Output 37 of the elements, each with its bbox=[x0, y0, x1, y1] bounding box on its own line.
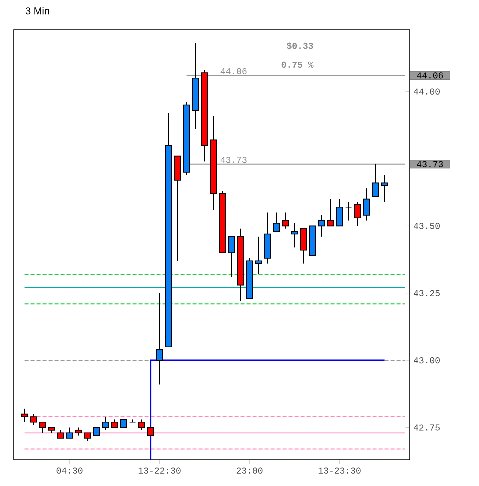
chart-title: 3 Min bbox=[26, 7, 50, 15]
annotation: $0.33 bbox=[287, 42, 314, 50]
candlestick bbox=[255, 236, 262, 275]
candlestick bbox=[30, 414, 38, 426]
candlestick bbox=[372, 164, 380, 198]
candlestick bbox=[336, 198, 344, 227]
x-tick-label: 13-22:30 bbox=[138, 468, 181, 474]
candlestick bbox=[345, 202, 352, 222]
candlestick bbox=[138, 419, 146, 431]
y-tick-label: 43.00 bbox=[414, 358, 440, 364]
candlestick bbox=[228, 236, 236, 278]
candlestick bbox=[273, 212, 280, 232]
y-tick-label: 43.50 bbox=[414, 223, 440, 230]
candlestick bbox=[381, 174, 388, 202]
ref-line-label: 44.06 bbox=[417, 72, 444, 79]
ref-line-label: 43.73 bbox=[417, 161, 444, 168]
x-tick-label: 04:30 bbox=[56, 468, 83, 474]
candlestick bbox=[354, 202, 362, 227]
candlestick bbox=[102, 416, 110, 431]
x-tick-label: 23:00 bbox=[236, 468, 263, 474]
x-tick-label: 13-23:30 bbox=[318, 468, 361, 474]
annotation: 43.73 bbox=[220, 157, 247, 164]
candlestick bbox=[282, 212, 290, 230]
candlestick bbox=[39, 422, 46, 434]
candlestick bbox=[363, 188, 370, 222]
y-tick-label: 43.25 bbox=[414, 290, 440, 296]
y-tick-label: 42.75 bbox=[414, 424, 440, 431]
candlestick bbox=[327, 198, 334, 227]
candlestick bbox=[21, 408, 28, 423]
annotation: 44.06 bbox=[220, 68, 247, 74]
annotation: 0.75 % bbox=[282, 62, 314, 68]
candlestick bbox=[300, 228, 308, 264]
candlestick bbox=[318, 215, 326, 238]
candlestick bbox=[156, 292, 164, 386]
candlestick bbox=[66, 427, 74, 439]
y-tick-label: 44.00 bbox=[414, 88, 440, 95]
candlestick bbox=[291, 223, 298, 248]
